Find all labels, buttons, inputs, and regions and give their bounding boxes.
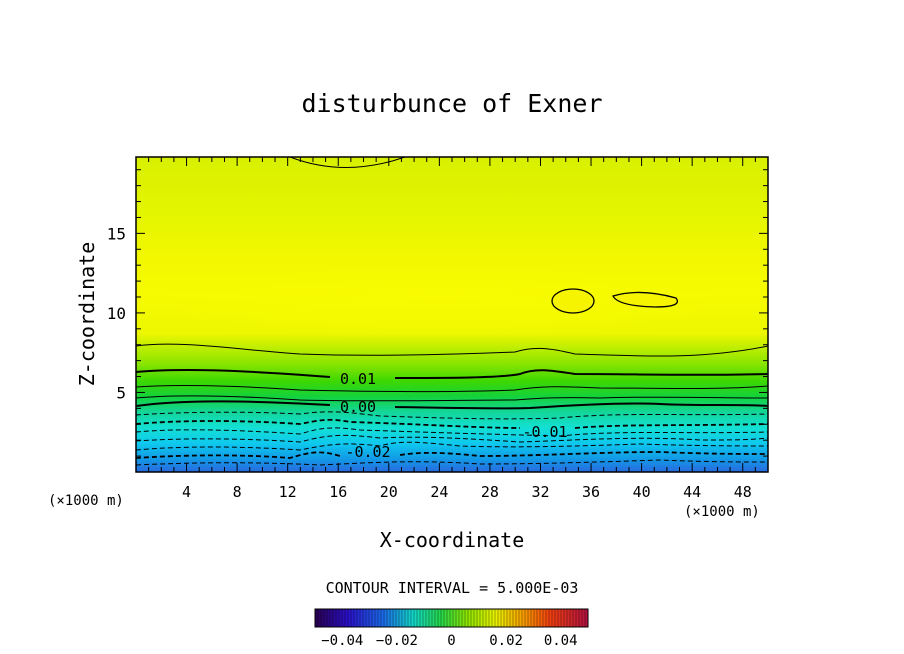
x-unit-right: (×1000 m) <box>684 504 760 520</box>
x-tick-labels: 4 8 12 16 20 24 28 32 36 40 44 48 <box>182 483 752 501</box>
colorbar-fill <box>314 608 589 628</box>
negative-contours <box>136 411 768 466</box>
x-tick-label: 40 <box>633 483 651 501</box>
colorbar-label: 0.04 <box>544 633 578 649</box>
contour-interval: CONTOUR INTERVAL = 5.000E-03 <box>326 579 579 597</box>
x-tick-label: 48 <box>734 483 752 501</box>
x-tick-label: 20 <box>380 483 398 501</box>
chart-title: disturbunce of Exner <box>301 89 602 118</box>
max-band <box>136 260 768 340</box>
y-tick-label: 15 <box>107 224 126 243</box>
contour-label: 0.01 <box>340 370 376 388</box>
x-tick-label: 24 <box>430 483 448 501</box>
y-axis-label: Z-coordinate <box>75 242 99 387</box>
x-tick-label: 36 <box>582 483 600 501</box>
contour-label: -0.01 <box>522 423 567 441</box>
y-tick-label: 10 <box>107 304 126 323</box>
y-tick-labels: 5 10 15 <box>107 224 126 402</box>
colorbar-label: 0 <box>447 633 455 649</box>
x-tick-label: 32 <box>531 483 549 501</box>
colorbar-stripes <box>317 609 586 627</box>
contour-labels: 0.01 0.00 -0.01 -0.02 <box>340 370 568 461</box>
x-tick-label: 44 <box>683 483 701 501</box>
x-tick-label: 16 <box>329 483 347 501</box>
axis-ticks <box>136 157 768 472</box>
colorbar: −0.04 −0.02 0 0.02 0.04 <box>314 608 589 649</box>
contour-label: 0.00 <box>340 398 376 416</box>
y-tick-label: 5 <box>116 383 126 402</box>
colorbar-label: 0.02 <box>489 633 523 649</box>
contour-label: -0.02 <box>345 443 390 461</box>
x-tick-label: 28 <box>481 483 499 501</box>
x-unit-left: (×1000 m) <box>48 493 124 509</box>
x-tick-label: 12 <box>279 483 297 501</box>
plot-area <box>136 157 768 472</box>
x-tick-label: 8 <box>233 483 242 501</box>
contour-lines <box>136 157 768 410</box>
x-axis-label: X-coordinate <box>380 528 525 552</box>
x-tick-label: 4 <box>182 483 191 501</box>
colorbar-label: −0.04 <box>321 633 363 649</box>
colorbar-label: −0.02 <box>376 633 418 649</box>
colorbar-labels: −0.04 −0.02 0 0.02 0.04 <box>321 633 577 649</box>
